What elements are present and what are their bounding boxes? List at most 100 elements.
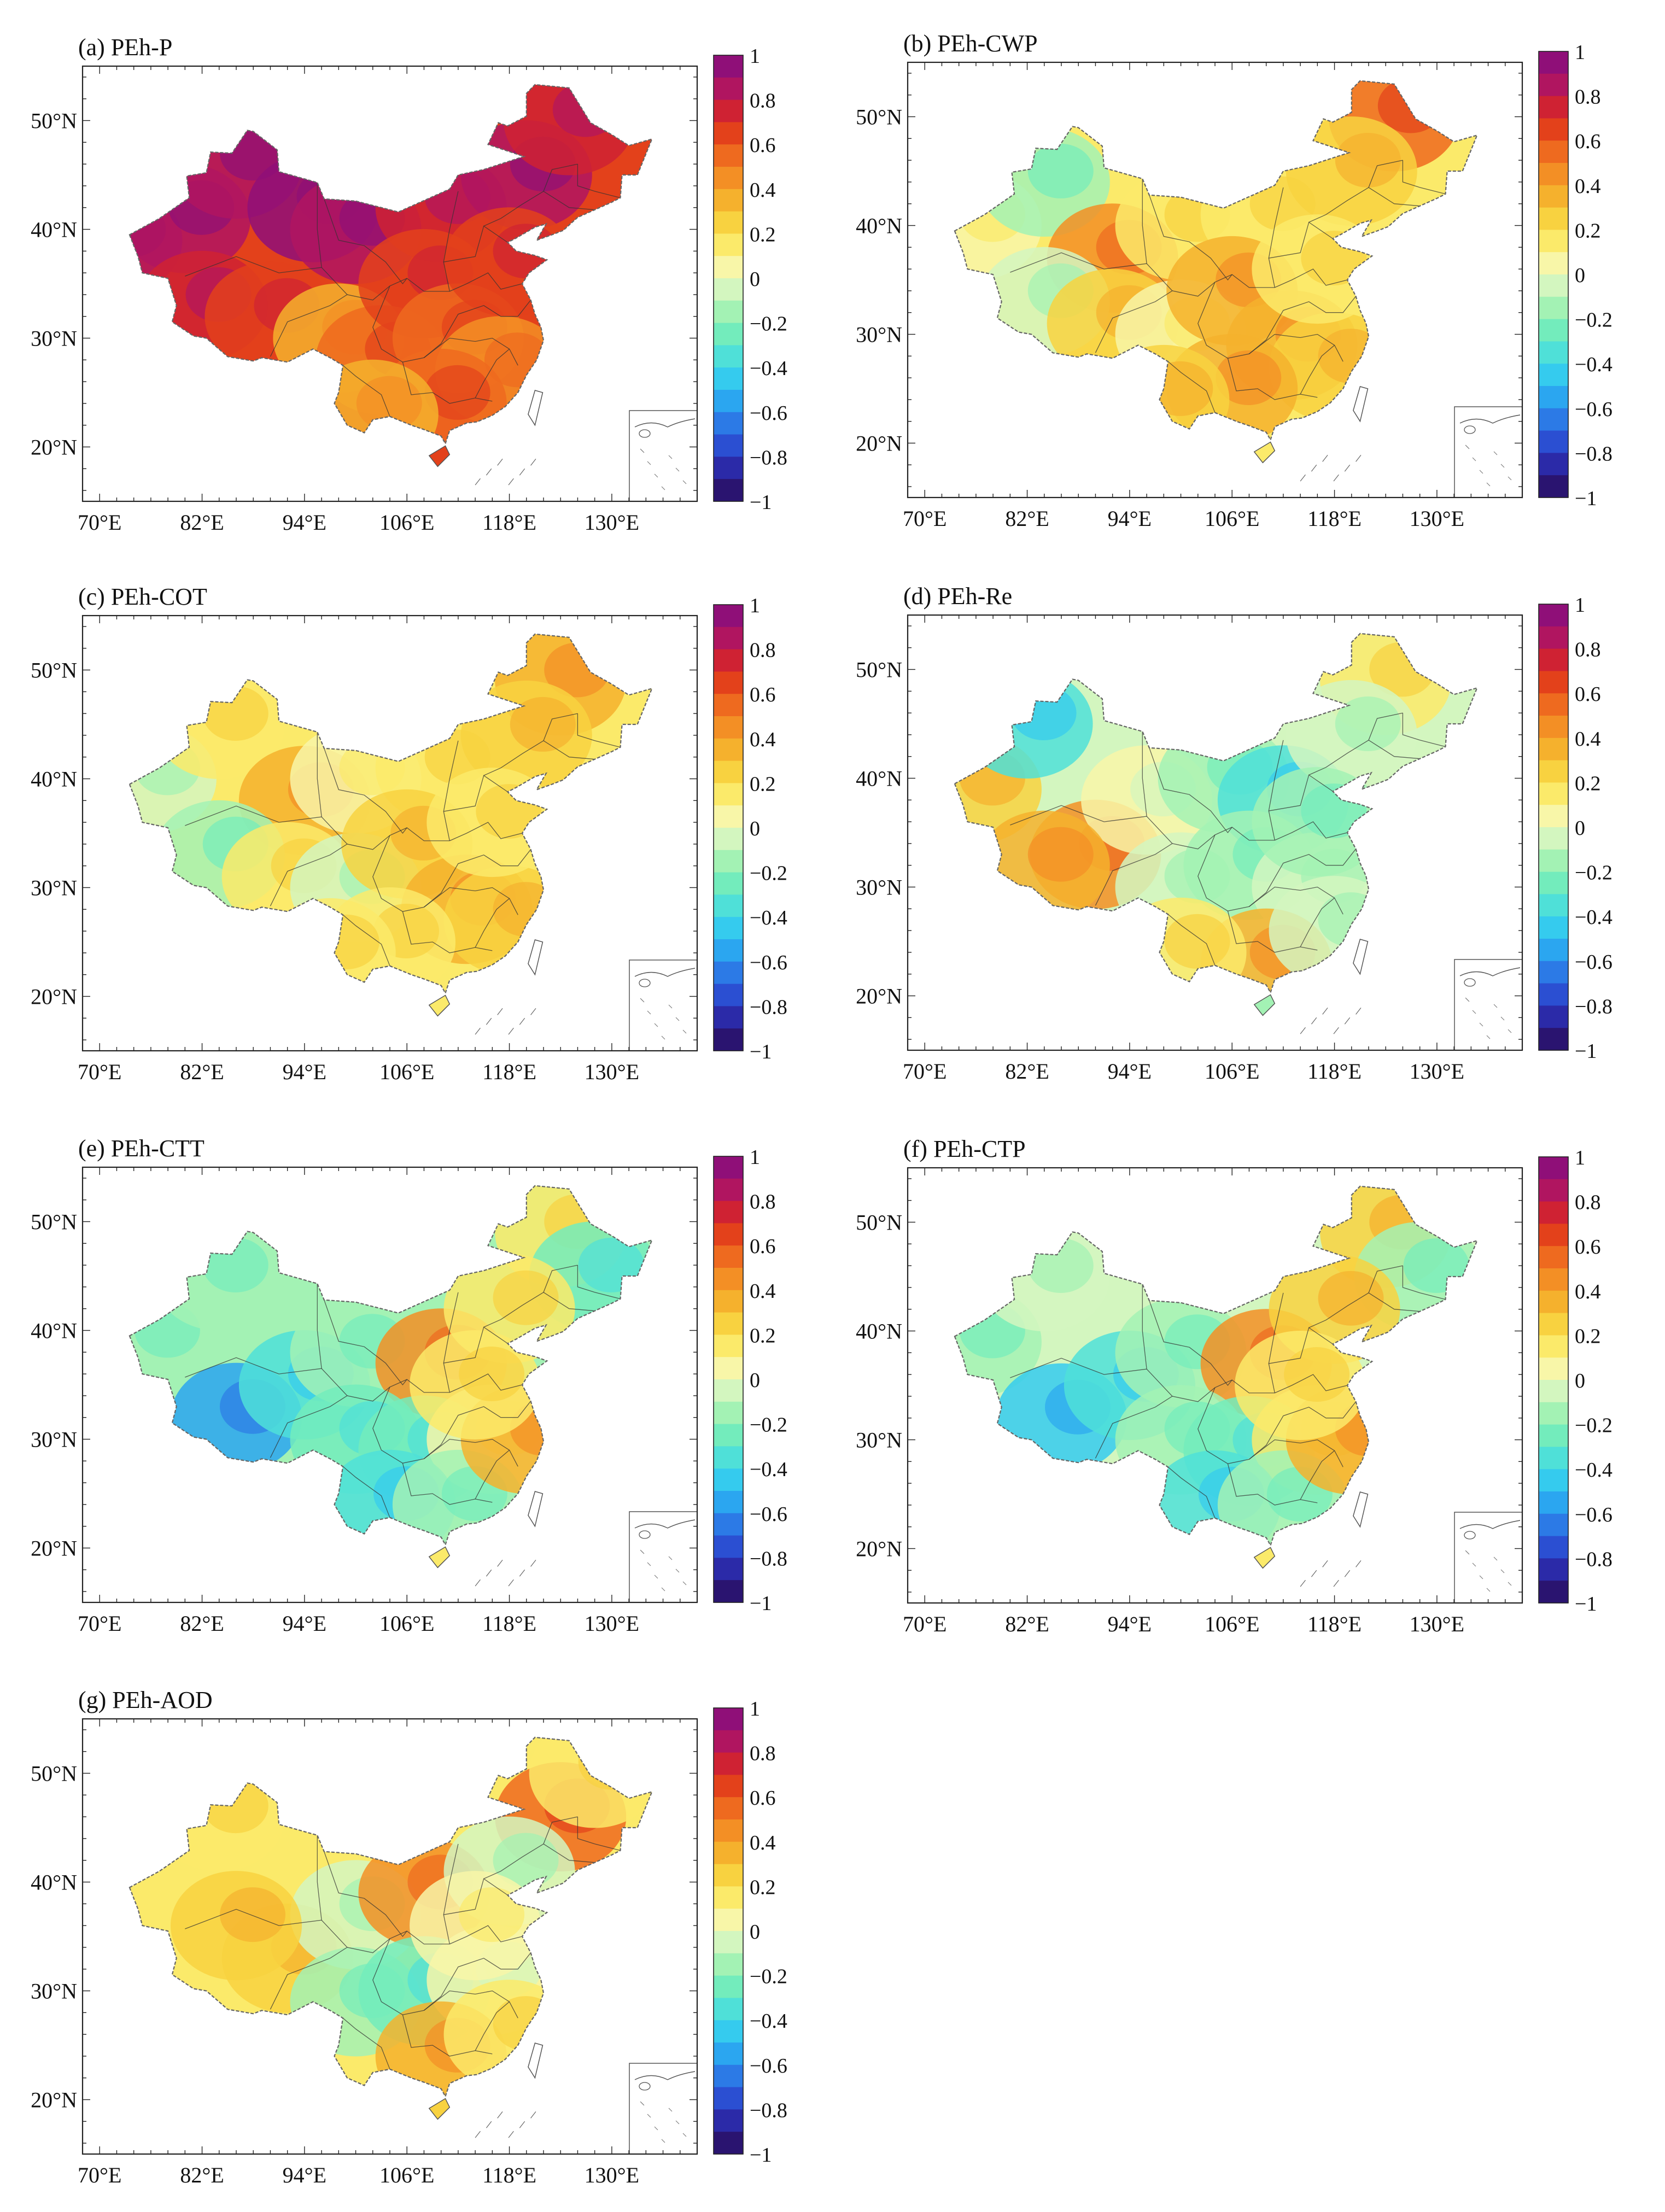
colorbar-swatch-c xyxy=(714,872,743,895)
colorbar-swatch-a xyxy=(714,189,743,212)
inset-islet-g-1 xyxy=(647,2114,651,2118)
inset-islet-b-3 xyxy=(1486,482,1491,487)
province-line-f-14 xyxy=(1402,1266,1446,1300)
taiwan-outline-g xyxy=(528,2043,544,2079)
field-core-e-7 xyxy=(578,1238,644,1292)
inset-islet-g-5 xyxy=(675,2120,680,2125)
province-line-c-5 xyxy=(342,914,390,967)
colorbar-frame-b xyxy=(1538,51,1569,498)
colorbar-swatch-b xyxy=(1539,296,1568,320)
colorbar-tick-label-d: 0 xyxy=(1575,817,1585,840)
province-line-g-3 xyxy=(324,1851,407,1938)
sea-island-b-0 xyxy=(1300,474,1306,482)
province-line-a-1 xyxy=(270,267,348,357)
province-line-g-13 xyxy=(543,1844,595,1863)
colorbar-swatch-a xyxy=(714,457,743,479)
inset-islet-c-3 xyxy=(661,1035,665,1040)
field-core-e-15 xyxy=(459,1347,525,1401)
colorbar-tick-label-d: 0.6 xyxy=(1575,683,1601,706)
sea-island-b-2 xyxy=(1322,455,1328,462)
y-tick-label-b: 40°N xyxy=(856,214,902,238)
colorbar-swatch-e xyxy=(714,1580,743,1603)
colorbar-tick-label-f: 0.2 xyxy=(1575,1325,1601,1348)
colorbar-swatch-a xyxy=(714,412,743,435)
y-tick-label-f: 40°N xyxy=(856,1319,902,1344)
field-core-g-13 xyxy=(220,1887,285,1942)
colorbar-swatch-a xyxy=(714,300,743,324)
y-tick-label-c: 30°N xyxy=(31,876,77,900)
province-line-f-6 xyxy=(1227,1464,1318,1506)
province-line-a-13 xyxy=(543,191,595,210)
y-tick-label-d: 20°N xyxy=(856,984,902,1009)
inset-islet-e-5 xyxy=(675,1569,680,1573)
panel-title-f: (f) PEh-CTP xyxy=(903,1136,1026,1162)
colorbar-tick-label-b: −0.2 xyxy=(1575,309,1613,332)
colorbar-tick-label-d: −1 xyxy=(1575,1040,1597,1063)
field-core-b-13 xyxy=(1216,350,1282,405)
province-line-d-15 xyxy=(1300,897,1335,947)
colorbar-tick-label-c: 0.6 xyxy=(750,683,776,706)
sea-island-c-3 xyxy=(508,1027,514,1035)
x-tick-label-a: 118°E xyxy=(482,510,536,535)
south-sea-inset-f xyxy=(1454,1512,1523,1604)
province-line-e-13 xyxy=(543,1292,595,1312)
colorbar-tick-label-d: 0.2 xyxy=(1575,772,1601,795)
colorbar-tick-label-f: −0.2 xyxy=(1575,1414,1613,1437)
colorbar-swatch-b xyxy=(1539,386,1568,409)
province-line-a-2 xyxy=(347,278,450,301)
colorbar-tick-label-b: −0.8 xyxy=(1575,442,1613,465)
colorbar-swatch-g xyxy=(714,1864,743,1887)
field-core-d-13 xyxy=(1164,914,1230,969)
colorbar-swatch-e xyxy=(714,1513,743,1536)
province-line-e-12 xyxy=(483,1265,578,1328)
province-line-e-7 xyxy=(424,1438,518,1467)
colorbar-swatch-f xyxy=(1539,1424,1568,1447)
x-tick-label-d: 94°E xyxy=(1108,1059,1152,1084)
province-line-e-1 xyxy=(270,1368,348,1458)
colorbar-tick-label-e: 0.6 xyxy=(750,1235,776,1258)
x-tick-label-a: 70°E xyxy=(78,510,121,535)
panel-b: (b) PEh-CWP 70°E 82°E 94°E 106°E 118°E 130°E 50… xyxy=(856,30,1613,531)
colorbar-swatch-c xyxy=(714,671,743,694)
province-line-f-0 xyxy=(1010,1284,1147,1378)
field-core-e-1 xyxy=(202,1238,268,1292)
colorbar-tick-label-c: 0 xyxy=(750,817,760,840)
province-line-b-8 xyxy=(1275,268,1348,288)
colorbar-swatch-f xyxy=(1539,1357,1568,1380)
colorbar-tick-label-e: 0 xyxy=(750,1369,760,1392)
province-line-e-14 xyxy=(577,1265,621,1300)
panel-title-d: (d) PEh-Re xyxy=(903,583,1012,610)
x-tick-label-g: 82°E xyxy=(180,2163,224,2187)
panel-title-b: (b) PEh-CWP xyxy=(903,30,1038,57)
colorbar-swatch-d xyxy=(1539,716,1568,739)
colorbar-swatch-b xyxy=(1539,230,1568,253)
colorbar-a: 1 0.8 0.6 0.4 0.2 0 −0.2 −0.4 −0.6 −0.8 −1 xyxy=(713,45,787,514)
y-tick-label-g: 30°N xyxy=(31,1979,77,2004)
x-tick-label-c: 118°E xyxy=(482,1060,536,1084)
province-line-a-3 xyxy=(324,198,407,285)
colorbar-swatch-g xyxy=(714,2087,743,2110)
colorbar-swatch-f xyxy=(1539,1581,1568,1604)
field-core-f-15 xyxy=(1284,1347,1350,1402)
x-tick-label-c: 82°E xyxy=(180,1060,224,1084)
province-line-g-15 xyxy=(475,2001,510,2051)
panel-d: (d) PEh-Re 70°E 82°E 94°E 106°E 118°E 130°E 50°… xyxy=(856,583,1613,1084)
inset-islet-c-7 xyxy=(640,998,645,1003)
sea-island-g-0 xyxy=(475,2131,481,2138)
inset-island-e xyxy=(639,1530,651,1539)
province-line-f-8 xyxy=(1275,1374,1348,1394)
country-outline-g xyxy=(128,1736,653,2098)
province-line-b-5 xyxy=(1167,361,1216,413)
colorbar-swatch-b xyxy=(1539,141,1568,163)
colorbar-swatch-d xyxy=(1539,648,1568,671)
province-line-d-1 xyxy=(1095,816,1173,906)
field-core-c-1 xyxy=(202,686,268,741)
hainan-island-a xyxy=(428,445,451,467)
province-line-b-13 xyxy=(1368,187,1420,207)
colorbar-swatch-b xyxy=(1539,319,1568,342)
inset-islet-d-6 xyxy=(1508,1029,1512,1033)
colorbar-tick-label-a: −0.8 xyxy=(750,446,787,469)
inset-islet-g-2 xyxy=(654,2126,658,2131)
province-line-c-10 xyxy=(443,740,459,841)
colorbar-tick-label-f: −1 xyxy=(1575,1593,1597,1616)
